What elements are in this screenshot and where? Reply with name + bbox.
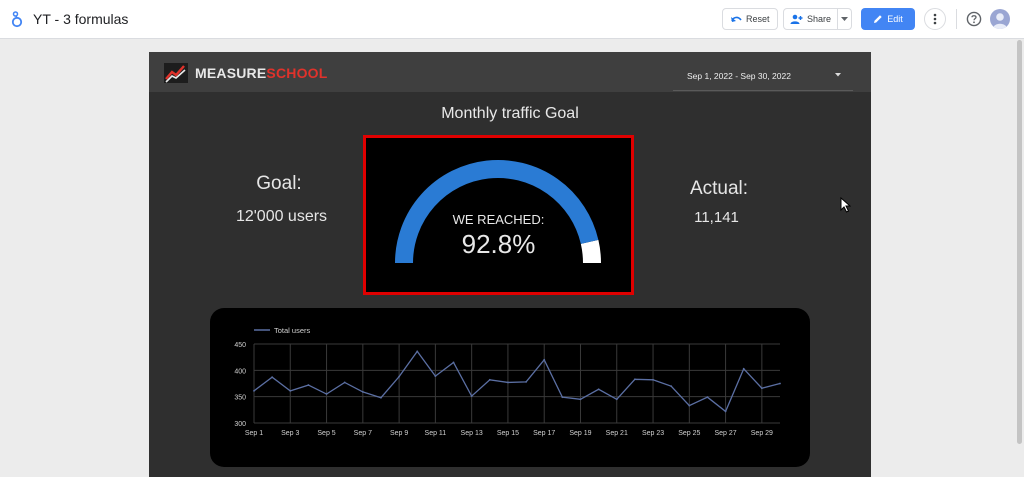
x-tick-label: Sep 9 bbox=[390, 430, 408, 437]
x-tick-label: Sep 3 bbox=[281, 430, 299, 437]
reset-label: Reset bbox=[746, 14, 770, 24]
data-point bbox=[597, 388, 600, 391]
date-range-text: Sep 1, 2022 - Sep 30, 2022 bbox=[687, 71, 791, 81]
share-label: Share bbox=[807, 14, 832, 24]
mouse-cursor-icon bbox=[840, 197, 851, 213]
legend-label: Total users bbox=[274, 326, 311, 335]
x-tick-label: Sep 27 bbox=[714, 430, 736, 437]
account-avatar[interactable] bbox=[990, 9, 1010, 29]
edit-label: Edit bbox=[887, 14, 903, 24]
data-point bbox=[633, 378, 636, 381]
data-point bbox=[307, 384, 310, 386]
x-tick-label: Sep 17 bbox=[533, 430, 555, 437]
undo-icon bbox=[731, 16, 742, 22]
help-icon[interactable] bbox=[966, 11, 982, 27]
x-tick-label: Sep 29 bbox=[751, 430, 773, 437]
gauge-remainder-arc bbox=[580, 239, 601, 264]
data-point bbox=[398, 375, 401, 378]
data-point bbox=[470, 395, 473, 398]
data-point bbox=[688, 404, 691, 407]
app-top-bar: YT - 3 formulas Reset Share Edit bbox=[0, 0, 1024, 39]
data-point bbox=[742, 367, 745, 370]
report-heading: Monthly traffic Goal bbox=[441, 105, 579, 122]
data-point bbox=[543, 358, 546, 361]
brand-part2: SCHOOL bbox=[266, 65, 328, 81]
reset-button[interactable]: Reset bbox=[722, 8, 778, 30]
data-point bbox=[760, 387, 763, 390]
y-tick-label: 450 bbox=[234, 342, 246, 349]
time-series-chart[interactable]: 300 350 400 450 Sep 1 Sep 3 Sep 5 Sep 7 Sep 9 Sep… bbox=[210, 308, 810, 467]
data-point bbox=[561, 396, 564, 399]
y-tick-label: 350 bbox=[234, 395, 246, 402]
gauge-chart bbox=[395, 160, 601, 264]
measureschool-logo-icon bbox=[164, 63, 188, 83]
x-tick-label: Sep 15 bbox=[497, 430, 519, 437]
data-point bbox=[253, 389, 255, 392]
add-person-icon bbox=[790, 14, 803, 24]
data-point bbox=[452, 361, 455, 364]
report-canvas: MEASURESCHOOL Sep 1, 2022 - Sep 30, 2022… bbox=[149, 52, 871, 477]
line-chart-svg: 300 350 400 450 Sep 1 Sep 3 Sep 5 Sep 7 Sep 9 Sep… bbox=[234, 326, 781, 437]
caret-down-icon bbox=[841, 17, 849, 21]
looker-studio-logo-icon[interactable] bbox=[11, 10, 25, 28]
x-tick-label: Sep 19 bbox=[569, 430, 591, 437]
share-button-group: Share bbox=[783, 8, 853, 30]
actual-label: Actual: bbox=[689, 178, 749, 199]
toolbar-divider bbox=[956, 9, 957, 29]
data-point bbox=[579, 398, 582, 401]
caret-down-icon bbox=[835, 73, 841, 77]
pencil-icon bbox=[874, 15, 882, 23]
edit-button[interactable]: Edit bbox=[861, 8, 915, 30]
data-point bbox=[507, 381, 509, 384]
x-tick-label: Sep 23 bbox=[642, 430, 664, 437]
person-icon bbox=[993, 13, 1007, 29]
data-point bbox=[289, 389, 292, 392]
data-point bbox=[706, 396, 709, 399]
report-header: MEASURESCHOOL Sep 1, 2022 - Sep 30, 2022 bbox=[149, 52, 871, 92]
gauge-value: 92.8% bbox=[461, 229, 536, 259]
page-scrollbar[interactable] bbox=[1017, 40, 1022, 444]
x-tick-label: Sep 13 bbox=[461, 430, 483, 437]
x-tick-label: Sep 25 bbox=[678, 430, 700, 437]
data-point bbox=[652, 378, 654, 381]
x-tick-label: Sep 7 bbox=[354, 430, 372, 437]
data-point bbox=[779, 382, 781, 385]
data-point bbox=[670, 385, 673, 388]
x-tick-label: Sep 21 bbox=[606, 430, 628, 437]
data-point bbox=[271, 376, 274, 379]
data-point bbox=[434, 375, 437, 378]
y-tick-label: 400 bbox=[234, 368, 246, 375]
data-point bbox=[361, 391, 364, 393]
date-range-control[interactable]: Sep 1, 2022 - Sep 30, 2022 bbox=[673, 64, 853, 91]
gauge-scorecard[interactable]: WE REACHED: 92.8% bbox=[363, 135, 634, 295]
series-line-total-users bbox=[253, 350, 781, 413]
goal-label: Goal: bbox=[256, 173, 302, 194]
data-point bbox=[343, 381, 346, 384]
report-title-name[interactable]: YT - 3 formulas bbox=[33, 11, 129, 27]
data-point bbox=[525, 381, 527, 383]
data-point bbox=[325, 393, 328, 395]
y-tick-label: 300 bbox=[234, 421, 246, 428]
data-point bbox=[488, 378, 491, 381]
brand-wordmark: MEASURESCHOOL bbox=[195, 65, 328, 81]
x-tick-label: Sep 11 bbox=[425, 430, 447, 437]
data-point bbox=[724, 410, 727, 413]
goal-value: 12'000 users bbox=[235, 208, 328, 225]
share-menu-caret[interactable] bbox=[838, 8, 853, 30]
data-point bbox=[380, 396, 382, 399]
more-options-button[interactable] bbox=[924, 8, 946, 30]
data-point bbox=[416, 350, 419, 353]
brand-part1: MEASURE bbox=[195, 65, 267, 81]
more-vert-icon bbox=[933, 13, 937, 25]
data-point bbox=[615, 398, 618, 401]
x-tick-label: Sep 5 bbox=[317, 430, 335, 437]
gauge-fill-arc bbox=[395, 160, 599, 264]
actual-value: 11,141 bbox=[694, 209, 739, 226]
x-tick-label: Sep 1 bbox=[245, 430, 263, 437]
gauge-caption: WE REACHED: bbox=[452, 212, 545, 227]
share-button[interactable]: Share bbox=[783, 8, 839, 30]
